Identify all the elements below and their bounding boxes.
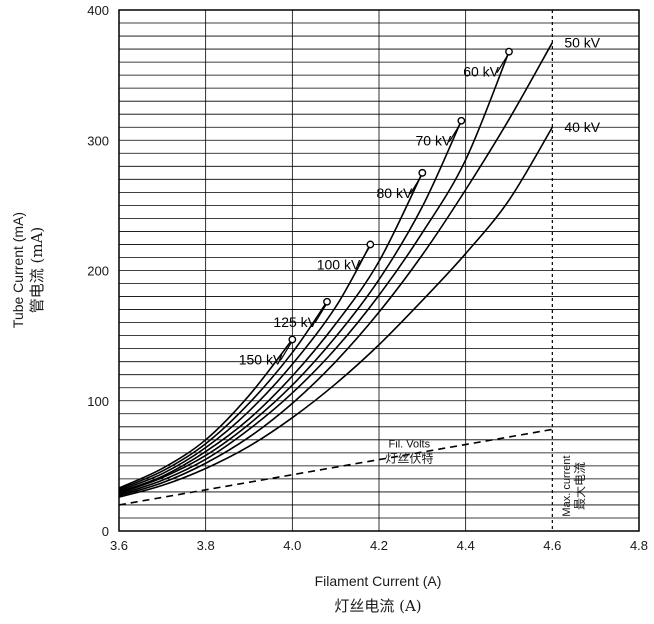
fil-volts-label: Fil. Volts	[389, 439, 431, 451]
y-tick-label: 400	[87, 3, 109, 18]
x-tick-label: 4.6	[543, 538, 561, 553]
series-label: 80 kV	[377, 185, 413, 201]
max-current-label-cn: 最大电流	[573, 462, 587, 510]
endpoint-marker	[457, 116, 466, 125]
curve-80-kv	[118, 172, 424, 493]
endpoint-marker	[366, 240, 375, 249]
series-label: 125 kV	[273, 314, 317, 330]
x-tick-label: 4.4	[457, 538, 475, 553]
y-axis-label-cn: 管电流 (mA)	[28, 227, 46, 314]
y-tick-label: 300	[87, 133, 109, 148]
label-leader	[409, 175, 422, 195]
y-tick-label: 0	[102, 524, 109, 539]
y-tick-label: 100	[87, 394, 109, 409]
x-tick-label: 4.8	[630, 538, 648, 553]
x-axis-label-cn: 灯丝电流 (A)	[334, 597, 421, 615]
x-tick-label: 3.8	[197, 538, 215, 553]
grid	[119, 10, 639, 531]
x-axis-label: Filament Current (A)	[315, 573, 442, 589]
series-label: 60 kV	[463, 64, 499, 80]
label-leader	[496, 54, 509, 73]
curve-60-kv	[118, 51, 510, 496]
x-tick-label: 3.6	[110, 538, 128, 553]
label-leader	[314, 304, 327, 324]
y-tick-labels: 0 100 200 300 400	[87, 3, 109, 539]
curve-40-kv	[118, 126, 554, 498]
series-label: 100 kV	[317, 256, 361, 272]
y-tick-label: 200	[87, 264, 109, 279]
series-curves	[118, 42, 554, 506]
x-tick-label: 4.2	[370, 538, 388, 553]
endpoint-marker	[505, 47, 513, 56]
label-leader	[448, 123, 461, 143]
series-label: 50 kV	[564, 35, 600, 51]
series-label: 70 kV	[416, 133, 452, 149]
y-axis-label: Tube Current (mA)	[10, 212, 26, 328]
x-tick-label: 4.0	[283, 538, 301, 553]
fil-volts-label-cn: 灯丝伏特	[385, 451, 433, 466]
label-leader	[279, 342, 292, 361]
endpoint-marker	[323, 297, 331, 306]
max-current-label: Max. current	[561, 455, 573, 516]
curve-100-kv	[118, 244, 372, 492]
curve-50-kv	[118, 42, 554, 497]
series-label: 40 kV	[564, 119, 600, 135]
curve-150-kv	[118, 339, 293, 489]
endpoint-marker	[288, 335, 297, 344]
label-leader	[357, 247, 370, 266]
endpoint-markers	[288, 47, 513, 344]
curve-fil-volts	[118, 428, 553, 506]
x-tick-labels: 3.6 3.8 4.0 4.2 4.4 4.6 4.8	[110, 538, 648, 553]
series-label: 150 kV	[239, 352, 283, 368]
series-labels: 150 kV 125 kV 100 kV 80 kV 70 kV 60 kV 50 kV 40…	[239, 35, 601, 466]
curve-70-kv	[118, 120, 463, 494]
curve-125-kv	[118, 301, 328, 491]
endpoint-marker	[418, 168, 427, 177]
plot-frame	[118, 9, 640, 532]
